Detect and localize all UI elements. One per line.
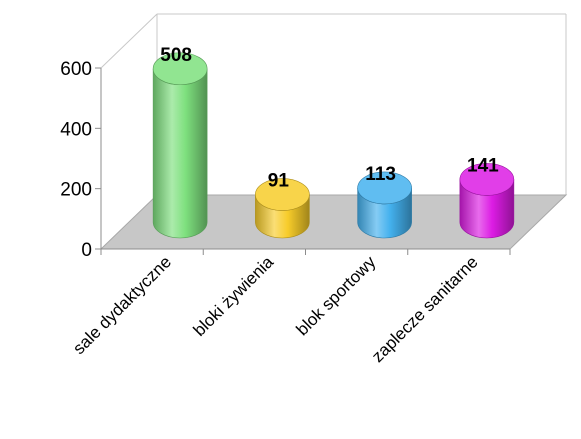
bar-top bbox=[255, 178, 310, 211]
x-tick-label: bloki żywienia bbox=[190, 252, 278, 340]
y-tick-label: 400 bbox=[60, 119, 92, 140]
bars-group bbox=[152, 52, 515, 239]
x-tick-label: zaplecze sanitarne bbox=[368, 252, 482, 366]
data-label: 141 bbox=[467, 155, 499, 176]
bar bbox=[255, 178, 310, 239]
y-tick-label: 600 bbox=[60, 59, 92, 80]
y-axis-group: 0 200 400 600 bbox=[60, 59, 511, 261]
data-label: 113 bbox=[365, 164, 396, 185]
back-wall-edge bbox=[100, 13, 158, 69]
bar-top bbox=[152, 52, 208, 86]
x-tick-label: sale dydaktyczne bbox=[69, 252, 175, 358]
bar bbox=[459, 163, 515, 239]
bar-top bbox=[459, 163, 515, 196]
y-tick-label: 0 bbox=[81, 240, 92, 261]
bar-body bbox=[152, 68, 208, 239]
data-label: 91 bbox=[268, 171, 290, 192]
x-tick-label: blok sportowy bbox=[293, 252, 380, 339]
bar bbox=[152, 52, 208, 239]
y-tick-label: 200 bbox=[60, 180, 92, 201]
data-label: 508 bbox=[160, 45, 192, 66]
bar bbox=[357, 171, 412, 239]
bar-top bbox=[357, 171, 412, 205]
